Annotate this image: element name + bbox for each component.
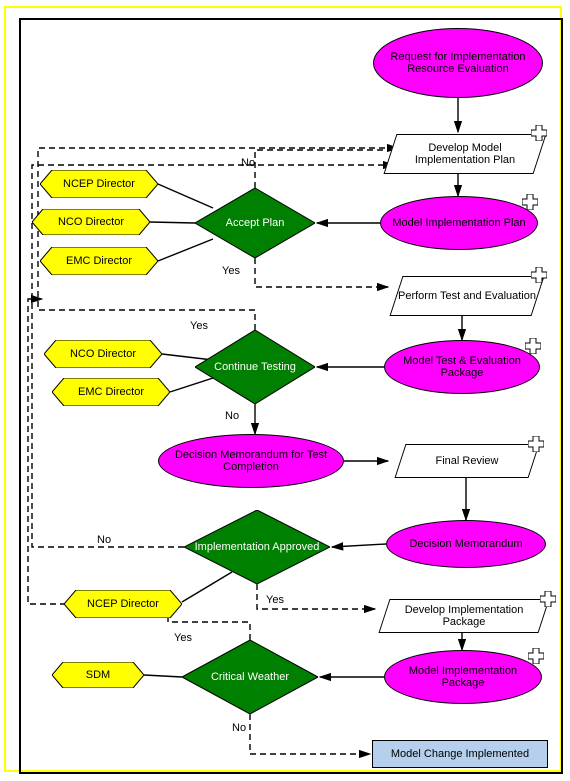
node-decision-memo-test-completion: Decision Memorandum for Test Completion xyxy=(158,434,344,488)
node-nco-director-2: NCO Director xyxy=(44,340,162,368)
node-sdm: SDM xyxy=(52,662,144,688)
node-model-test-eval-pkg: Model Test & Evaluation Package xyxy=(384,340,540,394)
node-label: EMC Director xyxy=(52,386,170,398)
node-label: Critical Weather xyxy=(182,671,318,683)
node-label: NCEP Director xyxy=(64,598,182,610)
node-label: Model Implementation Package xyxy=(389,665,537,689)
node-label: Perform Test and Evaluation xyxy=(398,290,536,302)
node-label: NCO Director xyxy=(44,348,162,360)
plus-icon xyxy=(528,436,544,452)
node-decision-memorandum: Decision Memorandum xyxy=(386,520,546,568)
node-emc-director-2: EMC Director xyxy=(52,378,170,406)
node-label: Decision Memorandum xyxy=(409,538,522,550)
edge-label-yes: Yes xyxy=(190,320,208,332)
node-label: Accept Plan xyxy=(195,217,315,229)
node-nco-director-1: NCO Director xyxy=(32,209,150,235)
node-label: SDM xyxy=(52,669,144,681)
node-label: Develop Model Implementation Plan xyxy=(390,142,540,166)
plus-icon xyxy=(540,591,556,607)
edge-label-no: No xyxy=(232,722,246,734)
node-final-review: Final Review xyxy=(400,444,534,478)
edge-label-no: No xyxy=(97,534,111,546)
plus-icon xyxy=(531,267,547,283)
node-accept-plan: Accept Plan xyxy=(195,188,315,258)
edge-label-no: No xyxy=(225,410,239,422)
node-develop-impl-package: Develop Implementation Package xyxy=(384,599,544,633)
node-implementation-approved: Implementation Approved xyxy=(184,510,330,584)
plus-icon xyxy=(531,125,547,141)
node-request-eval: Request for Implementation Resource Eval… xyxy=(373,28,543,98)
plus-icon xyxy=(525,338,541,354)
edge-label-yes: Yes xyxy=(266,594,284,606)
node-label: NCEP Director xyxy=(40,178,158,190)
node-label: Final Review xyxy=(436,455,499,467)
node-label: Develop Implementation Package xyxy=(384,604,544,628)
plus-icon xyxy=(528,648,544,664)
node-label: Request for Implementation Resource Eval… xyxy=(378,51,538,75)
node-label: Implementation Approved xyxy=(184,541,330,553)
node-label: EMC Director xyxy=(40,255,158,267)
node-label: NCO Director xyxy=(32,216,150,228)
node-model-impl-package: Model Implementation Package xyxy=(384,650,542,704)
node-model-change-implemented: Model Change Implemented xyxy=(372,740,548,768)
node-ncep-director-2: NCEP Director xyxy=(64,590,182,618)
node-critical-weather: Critical Weather xyxy=(182,640,318,714)
node-develop-model-plan: Develop Model Implementation Plan xyxy=(390,134,540,174)
node-model-impl-plan: Model Implementation Plan xyxy=(380,196,538,250)
node-label: Decision Memorandum for Test Completion xyxy=(163,449,339,473)
node-label: Model Test & Evaluation Package xyxy=(389,355,535,379)
node-label: Model Change Implemented xyxy=(391,748,529,760)
node-emc-director-1: EMC Director xyxy=(40,247,158,275)
edge-label-yes: Yes xyxy=(174,632,192,644)
node-ncep-director-1: NCEP Director xyxy=(40,170,158,198)
node-label: Continue Testing xyxy=(195,361,315,373)
node-label: Model Implementation Plan xyxy=(392,217,525,229)
node-perform-test-eval: Perform Test and Evaluation xyxy=(396,276,538,316)
plus-icon xyxy=(522,194,538,210)
edge-label-yes: Yes xyxy=(222,265,240,277)
edge-label-no: No xyxy=(241,157,255,169)
node-continue-testing: Continue Testing xyxy=(195,330,315,404)
